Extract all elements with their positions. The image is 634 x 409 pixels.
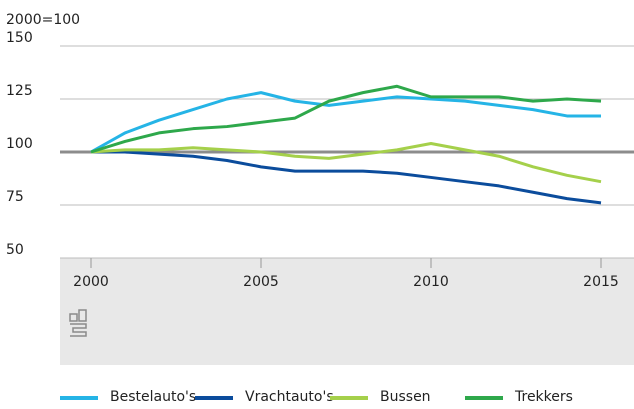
x-tick-label: 2000: [73, 274, 109, 290]
legend-label: Bussen: [380, 389, 431, 405]
series-line: [91, 150, 602, 205]
y-tick-label: 125: [6, 83, 33, 99]
x-tick-label: 2005: [243, 274, 279, 290]
y-tick-label: 50: [6, 242, 24, 258]
legend-label: Trekkers: [514, 389, 573, 405]
y-axis-label: 2000=100: [6, 12, 80, 28]
series-line: [90, 84, 602, 154]
y-tick-label: 100: [6, 136, 33, 152]
logo: [69, 309, 87, 337]
y-tick-label: 75: [6, 189, 24, 205]
legend-label: Vrachtauto's: [245, 389, 334, 405]
legend-label: Bestelauto's: [110, 389, 196, 405]
series-line: [90, 91, 601, 154]
x-tick-label: 2010: [413, 274, 449, 290]
series-line: [90, 142, 602, 184]
x-tick-label: 2015: [583, 274, 619, 290]
y-tick-label: 150: [6, 30, 33, 46]
x-axis-band: [60, 258, 634, 365]
